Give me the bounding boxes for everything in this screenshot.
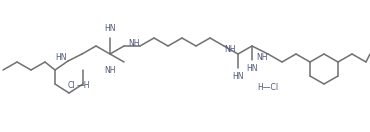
Text: NH: NH: [104, 66, 116, 75]
Text: Cl: Cl: [67, 81, 75, 89]
Text: HN: HN: [56, 53, 67, 62]
Text: HN: HN: [104, 24, 116, 33]
Text: NH: NH: [256, 53, 268, 62]
Text: NH: NH: [225, 46, 236, 55]
Text: —H: —H: [77, 81, 91, 89]
Text: HN: HN: [232, 72, 244, 81]
Text: NH: NH: [128, 39, 139, 48]
Text: HN: HN: [246, 64, 258, 73]
Text: H—Cl: H—Cl: [258, 84, 279, 93]
